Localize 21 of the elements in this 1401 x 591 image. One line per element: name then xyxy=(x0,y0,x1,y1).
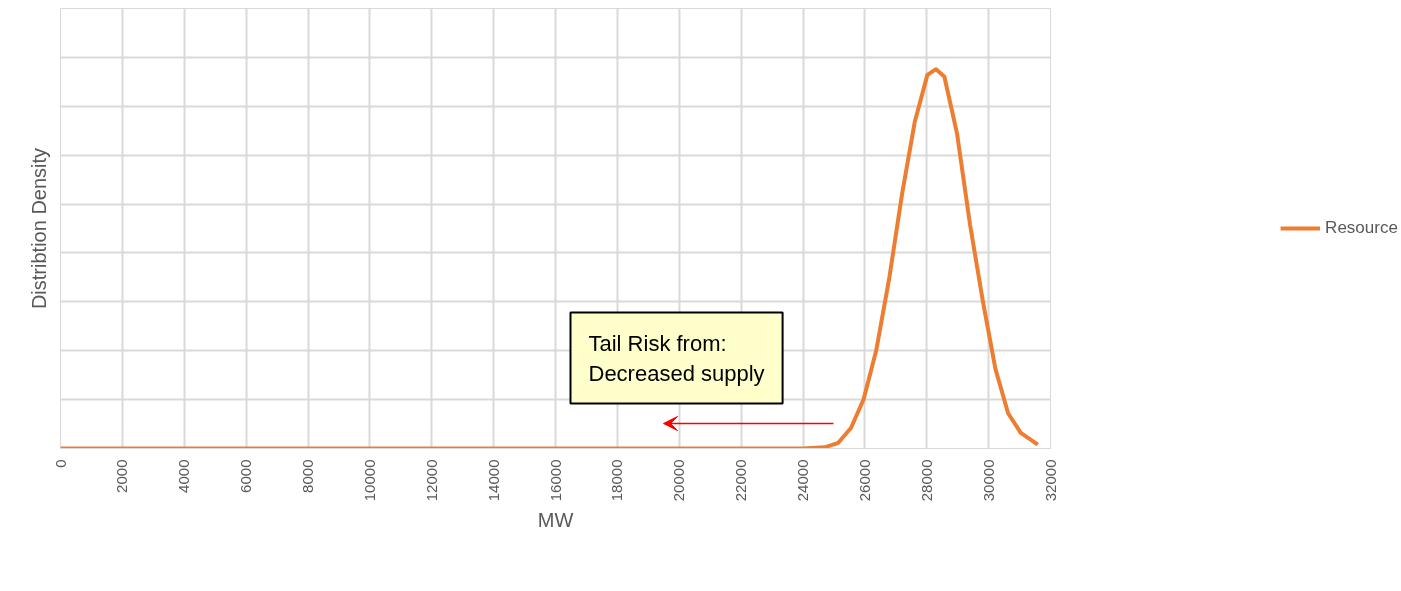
x-tick-label: 30000 xyxy=(979,459,997,502)
x-tick-label: 24000 xyxy=(794,459,811,502)
x-tick-label: 6000 xyxy=(237,459,255,493)
x-tick-label: 12000 xyxy=(422,459,440,502)
x-tick-label: 2000 xyxy=(113,459,131,493)
x-tick-label: 28000 xyxy=(917,459,935,502)
y-axis-title: Distribtion Density xyxy=(27,147,50,310)
x-tick-label: 0 xyxy=(51,459,69,468)
x-tick-label: 32000 xyxy=(1041,459,1059,502)
x-tick-label: 18000 xyxy=(608,459,626,502)
annotation: Tail Risk from: Decreased supply xyxy=(588,330,765,386)
x-axis-title: MW xyxy=(537,509,574,532)
x-tick-label: 10000 xyxy=(360,459,378,502)
x-tick-label: 14000 xyxy=(484,459,502,502)
x-tick-label: 20000 xyxy=(670,459,688,502)
x-tick-label: 8000 xyxy=(299,459,316,493)
legend-label: Resource xyxy=(1325,218,1398,238)
x-tick-label: 16000 xyxy=(546,459,564,502)
x-tick-label: 26000 xyxy=(855,459,873,502)
x-tick-label: 4000 xyxy=(175,459,193,493)
x-tick-label: 22000 xyxy=(732,459,750,502)
